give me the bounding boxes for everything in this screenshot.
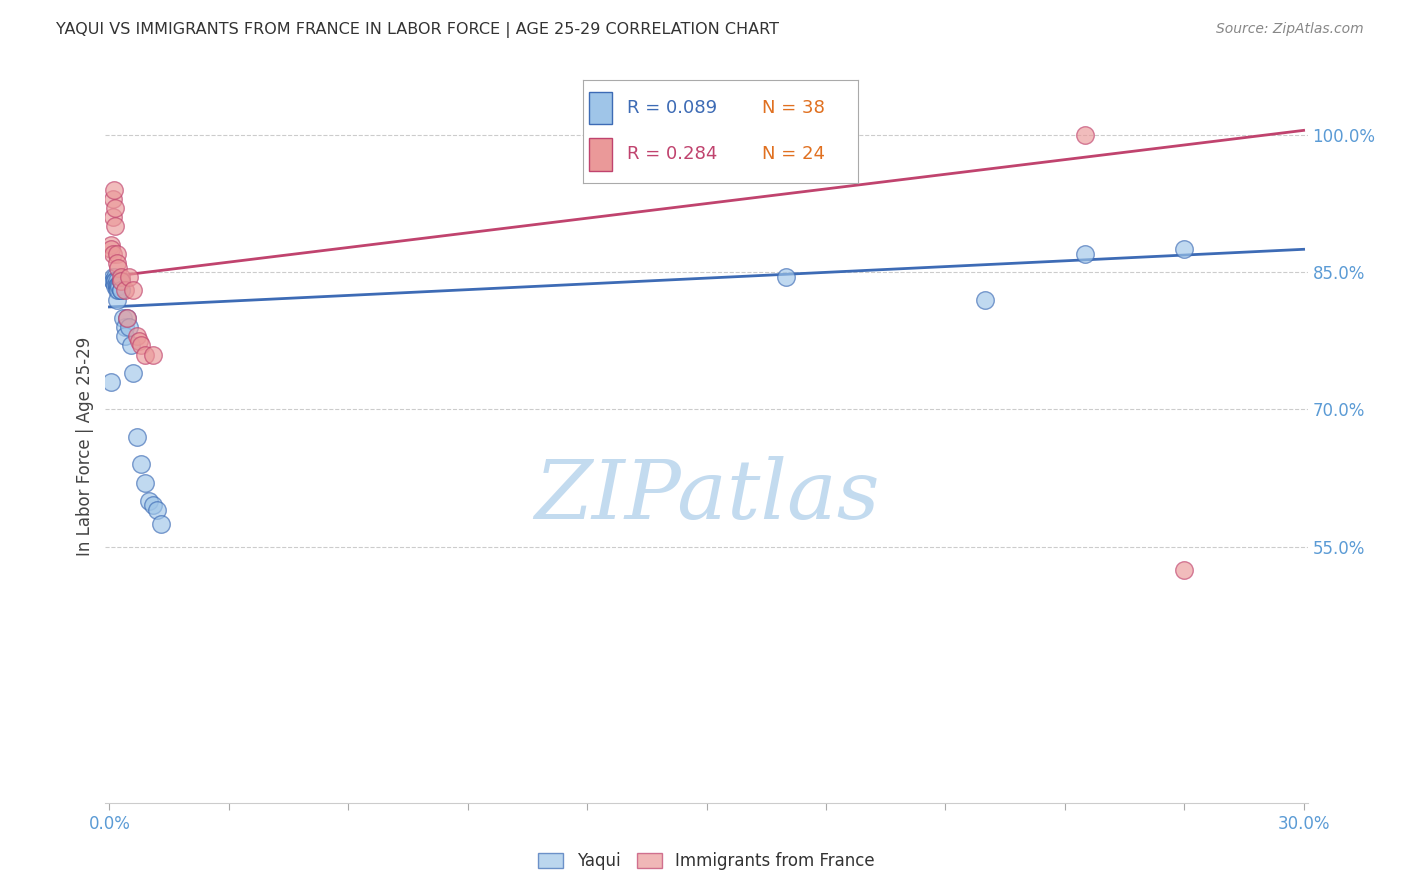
Point — [104, 279, 127, 293]
Point — [138, 494, 160, 508]
Point — [110, 284, 132, 298]
Point — [114, 284, 136, 298]
Point — [127, 430, 149, 444]
Bar — [589, 92, 612, 124]
Point — [112, 310, 135, 325]
Point — [110, 269, 132, 284]
Point — [110, 284, 132, 298]
Point — [122, 284, 145, 298]
Point — [107, 284, 129, 298]
Point — [129, 458, 152, 472]
Point — [127, 329, 149, 343]
Point — [103, 183, 125, 197]
Point — [122, 366, 145, 380]
Point — [103, 274, 125, 288]
Text: ZIPatlas: ZIPatlas — [534, 456, 879, 536]
Point — [103, 211, 125, 225]
Point — [117, 310, 139, 325]
Point — [1173, 242, 1195, 256]
Point — [117, 310, 139, 325]
Point — [105, 279, 128, 293]
Point — [142, 499, 165, 513]
Point — [105, 279, 128, 293]
Point — [100, 242, 122, 256]
Point — [108, 279, 131, 293]
Point — [104, 274, 127, 288]
Point — [100, 375, 122, 389]
Point — [129, 338, 152, 352]
Point — [1173, 562, 1195, 576]
Text: N = 38: N = 38 — [762, 99, 824, 117]
Legend: Yaqui, Immigrants from France: Yaqui, Immigrants from France — [531, 846, 882, 877]
Point — [101, 247, 124, 261]
Point — [1073, 128, 1095, 142]
Point — [103, 192, 125, 206]
Text: Source: ZipAtlas.com: Source: ZipAtlas.com — [1216, 22, 1364, 37]
Text: R = 0.089: R = 0.089 — [627, 99, 717, 117]
Point — [134, 347, 156, 361]
Point — [107, 279, 129, 293]
Point — [105, 256, 128, 270]
Point — [101, 274, 124, 288]
Point — [974, 293, 997, 307]
Point — [104, 269, 127, 284]
Point — [114, 329, 136, 343]
Point — [146, 503, 169, 517]
Point — [1073, 247, 1095, 261]
Point — [118, 320, 141, 334]
Point — [134, 475, 156, 490]
Point — [118, 269, 141, 284]
Point — [100, 237, 122, 252]
Point — [142, 347, 165, 361]
Text: N = 24: N = 24 — [762, 145, 825, 163]
Point — [103, 269, 125, 284]
Point — [120, 338, 142, 352]
Point — [105, 284, 128, 298]
Point — [114, 320, 136, 334]
Point — [105, 293, 128, 307]
Point — [105, 274, 128, 288]
Point — [107, 260, 129, 275]
Point — [104, 274, 127, 288]
Point — [110, 274, 132, 288]
Bar — [589, 137, 612, 170]
Point — [110, 274, 132, 288]
Text: YAQUI VS IMMIGRANTS FROM FRANCE IN LABOR FORCE | AGE 25-29 CORRELATION CHART: YAQUI VS IMMIGRANTS FROM FRANCE IN LABOR… — [56, 22, 779, 38]
Y-axis label: In Labor Force | Age 25-29: In Labor Force | Age 25-29 — [76, 336, 94, 556]
Point — [104, 201, 127, 215]
Point — [150, 516, 173, 531]
Text: R = 0.284: R = 0.284 — [627, 145, 717, 163]
Point — [128, 334, 150, 348]
Point — [775, 269, 797, 284]
Point — [104, 219, 127, 234]
Point — [105, 247, 128, 261]
Point — [110, 274, 132, 288]
